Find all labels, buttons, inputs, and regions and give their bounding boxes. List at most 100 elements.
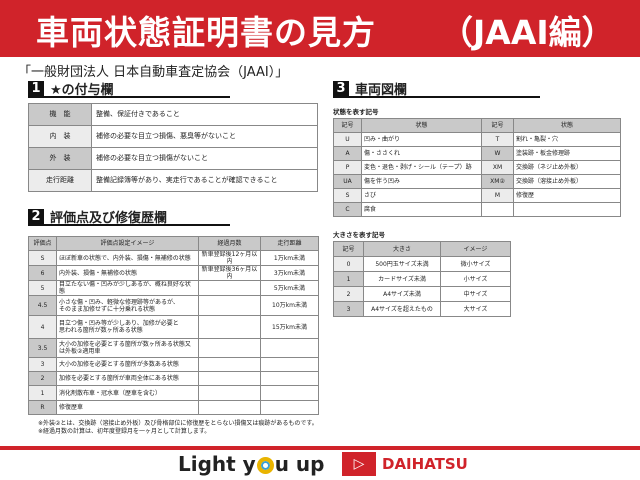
image: 大サイズ	[440, 301, 511, 317]
score: 2	[28, 371, 57, 386]
size: A4サイズを超えたもの	[363, 301, 441, 317]
table-row: P 変色・退色・剥げ・シール（テープ）跡 XM 交換跡（ネジ止め外板）	[333, 160, 621, 175]
slogan-logo: Light y u up	[178, 452, 324, 476]
elapsed-months: 新車登録後36ヶ月以内	[198, 265, 261, 281]
table-row: 機 能整備、保証付きであること	[28, 103, 318, 126]
score-description: 加修を必要とする箇所が車両全体にある状態	[56, 371, 199, 386]
mileage: 5万km未満	[260, 280, 319, 296]
score: 3.5	[28, 338, 57, 358]
symbol: T	[481, 132, 514, 147]
table-row: 外 装補修の必要な目立つ損傷がないこと	[28, 147, 318, 170]
score-description: 小さな傷・凹み、軽微な修理跡等があるが、 そのまま加修せずに十分乗れる状態	[56, 295, 199, 316]
score-description: 修復歴車	[56, 400, 199, 415]
symbol: XM	[481, 160, 514, 175]
elapsed-months	[198, 357, 261, 372]
state-symbol-table: 記号 状態 記号 状態 U 凹み・曲がり T 割れ・亀裂・穴 A 傷・ささくれ W 塗装跡・板…	[333, 118, 621, 217]
score-description: 消化剤散布車・冠水車（歴車を含む）	[56, 385, 199, 401]
column-header: 状態	[361, 118, 482, 133]
score-description: 大小の加修を必要とする箇所が数ヶ所ある状態又 は外板②適用車	[56, 338, 199, 358]
table-row: 3 大小の加修を必要とする箇所が多数ある状態	[28, 357, 319, 372]
column-header: 評価点設定イメージ	[56, 236, 199, 251]
table-row: 内 装補修の必要な目立つ損傷、悪臭等がないこと	[28, 125, 318, 148]
state-description: さび	[361, 188, 482, 203]
state-description: 凹み・曲がり	[361, 132, 482, 147]
row-label: 走行距離	[28, 169, 92, 192]
state-description: 塗装跡・板金修理跡	[513, 146, 621, 161]
score: 4.5	[28, 295, 57, 316]
daihatsu-logo: ▷ DAIHATSU	[342, 452, 468, 476]
table-row: 6 内外装、損傷・無補修の状態 新車登録後36ヶ月以内 3万km未満	[28, 265, 319, 281]
table-row: 4.5 小さな傷・凹み、軽微な修理跡等があるが、 そのまま加修せずに十分乗れる状態…	[28, 295, 319, 316]
symbol: 0	[333, 256, 364, 272]
column-header: 大きさ	[363, 241, 441, 257]
page-subtitle: （JAAI編）	[440, 13, 615, 52]
table-row: 1 消化剤散布車・冠水車（歴車を含む）	[28, 385, 319, 401]
mileage	[260, 371, 319, 386]
column-header: 記号	[481, 118, 514, 133]
column-header: 経過月数	[198, 236, 261, 251]
score-table: 評価点 評価点設定イメージ 経過月数 走行距離 S ほぼ新車の状態で、内外装、損傷…	[28, 236, 319, 415]
table-row: 5 目立たない傷・凹みが少しあるが、概ね良好な状態 5万km未満	[28, 280, 319, 296]
mileage	[260, 338, 319, 358]
column-header: 記号	[333, 241, 364, 257]
elapsed-months: 新車登録後12ヶ月以内	[198, 250, 261, 266]
score-description: ほぼ新車の状態で、内外装、損傷・無補修の状態	[56, 250, 199, 266]
section3-heading: 3 車両図欄	[333, 80, 540, 98]
state-description	[513, 202, 621, 217]
symbol: S	[333, 188, 362, 203]
symbol: 3	[333, 301, 364, 317]
row-value: 補修の必要な目立つ損傷、悪臭等がないこと	[91, 125, 318, 148]
mileage: 10万km未満	[260, 295, 319, 316]
size-symbol-table: 記号 大きさ イメージ 0 500円玉サイズ未満 微小サイズ 1 カードサイズ未満 小サイ…	[333, 241, 511, 317]
state-description: 交換跡（溶接止め外板）	[513, 174, 621, 189]
row-label: 機 能	[28, 103, 92, 126]
state-description: 交換跡（ネジ止め外板）	[513, 160, 621, 175]
table-row: C 腐食	[333, 202, 621, 217]
column-header: 走行距離	[260, 236, 319, 251]
score: 1	[28, 385, 57, 401]
size: カードサイズ未満	[363, 271, 441, 287]
row-value: 整備、保証付きであること	[91, 103, 318, 126]
row-value: 補修の必要な目立つ損傷がないこと	[91, 147, 318, 170]
state-description: 割れ・亀裂・穴	[513, 132, 621, 147]
elapsed-months	[198, 315, 261, 339]
size: A4サイズ未満	[363, 286, 441, 302]
symbol: U	[333, 132, 362, 147]
slogan-text: u up	[274, 452, 325, 476]
symbol: W	[481, 146, 514, 161]
symbol	[481, 202, 514, 217]
divider	[0, 446, 640, 450]
mileage: 3万km未満	[260, 265, 319, 281]
section2-heading: 2 評価点及び修復歴欄	[28, 208, 230, 226]
daihatsu-emblem-icon: ▷	[342, 452, 376, 476]
star-table: 機 能整備、保証付きであること内 装補修の必要な目立つ損傷、悪臭等がないこと外 …	[28, 103, 318, 192]
row-value: 整備記録簿等があり、実走行であることが確認できること	[91, 169, 318, 192]
table-row: 4 目立つ傷・凹み等が少しあり、加修が必要と 思われる箇所が数ヶ所ある状態 15万k…	[28, 315, 319, 339]
section-title: ★の付与欄	[50, 83, 114, 98]
table-row: U 凹み・曲がり T 割れ・亀裂・穴	[333, 132, 621, 147]
table-row: R 修復歴車	[28, 400, 319, 415]
score: 6	[28, 265, 57, 281]
score: R	[28, 400, 57, 415]
symbol: M	[481, 188, 514, 203]
state-description: 修復歴	[513, 188, 621, 203]
note: ※外装②とは、交換跡（溶接止め外板）及び骨格部位に修復歴をとらない損傷又は痕跡が…	[38, 420, 318, 427]
note: ※経過月数の計算は、初年度登録月を一ヶ月として計算します。	[38, 428, 211, 435]
score: 4	[28, 315, 57, 339]
table-row: UA 傷を伴う凹み XM② 交換跡（溶接止め外板）	[333, 174, 621, 189]
section-number: 3	[333, 80, 349, 97]
image: 中サイズ	[440, 286, 511, 302]
elapsed-months	[198, 280, 261, 296]
elapsed-months	[198, 295, 261, 316]
table-row: A 傷・ささくれ W 塗装跡・板金修理跡	[333, 146, 621, 161]
organization-name: 「一般財団法人 日本自動車査定協会（JAAI）」	[18, 65, 289, 80]
column-header: 評価点	[28, 236, 57, 251]
symbol: P	[333, 160, 362, 175]
section-number: 2	[28, 208, 44, 225]
symbol: 2	[333, 286, 364, 302]
symbol: A	[333, 146, 362, 161]
table-row: 0 500円玉サイズ未満 微小サイズ	[333, 256, 511, 272]
score: 5	[28, 280, 57, 296]
state-caption: 状態を表す記号	[333, 108, 379, 116]
title-banner: 車両状態証明書の見方 （JAAI編）	[0, 0, 640, 57]
